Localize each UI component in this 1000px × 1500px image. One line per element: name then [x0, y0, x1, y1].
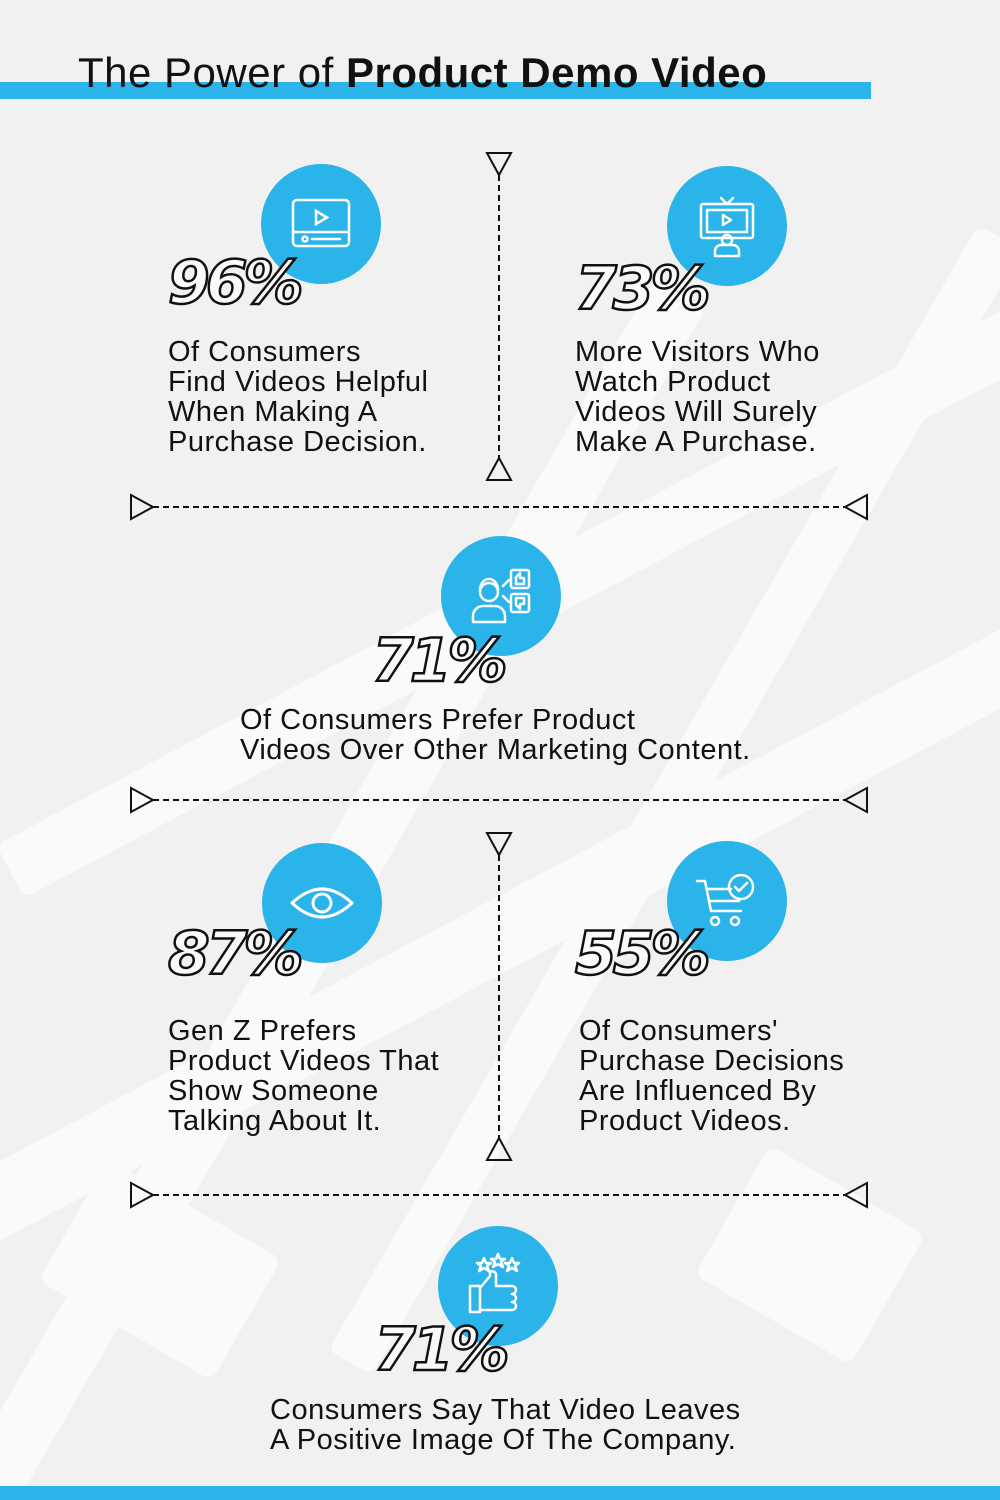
- stat-55-description: Of Consumers' Purchase Decisions Are Inf…: [579, 1016, 844, 1136]
- stat-71b-line: Consumers Say That Video Leaves: [270, 1394, 741, 1426]
- stat-96-line: Purchase Decision.: [168, 426, 427, 458]
- stat-73-line: Watch Product: [575, 366, 771, 398]
- stat-55-line: Product Videos.: [579, 1105, 791, 1137]
- stat-55-line: Are Influenced By: [579, 1075, 817, 1107]
- eye-icon: [262, 843, 382, 963]
- horizontal-divider-3: [130, 1181, 868, 1209]
- stat-71b-description: Consumers Say That Video Leaves A Positi…: [270, 1395, 741, 1455]
- page-title: The Power of Product Demo Video: [78, 48, 767, 98]
- horizontal-divider-2: [130, 786, 868, 814]
- stat-73-line: Make A Purchase.: [575, 426, 817, 458]
- stat-73-value: 73%: [574, 254, 712, 324]
- stat-87-line: Show Someone: [168, 1075, 379, 1107]
- stat-71-line: Videos Over Other Marketing Content.: [240, 734, 751, 766]
- stat-55-value: 55%: [574, 919, 712, 989]
- person-feedback-icon: [441, 536, 561, 656]
- thumbs-up-stars-icon: [438, 1226, 558, 1346]
- stat-55-line: Purchase Decisions: [579, 1045, 845, 1077]
- stat-87-line: Product Videos That: [168, 1045, 440, 1077]
- stat-87-value: 87%: [167, 919, 305, 989]
- stat-87-line: Talking About It.: [168, 1105, 382, 1137]
- stat-87-line: Gen Z Prefers: [168, 1015, 357, 1047]
- stat-96-line: When Making A: [168, 396, 378, 428]
- stat-71-value: 71%: [371, 626, 509, 696]
- title-bold: Product Demo Video: [345, 49, 768, 96]
- stat-96-description: Of Consumers Find Videos Helpful When Ma…: [168, 337, 428, 457]
- stat-73-line: Videos Will Surely: [575, 396, 818, 428]
- stat-71-line: Of Consumers Prefer Product: [240, 704, 636, 736]
- title-underline-bar: [0, 82, 871, 99]
- monitor-presenter-icon: [667, 166, 787, 286]
- stat-73-description: More Visitors Who Watch Product Videos W…: [575, 337, 820, 457]
- bottom-accent-bar: [0, 1486, 1000, 1500]
- vertical-divider-bottom: [485, 832, 513, 1161]
- stat-71b-line: A Positive Image Of The Company.: [270, 1424, 737, 1456]
- horizontal-divider-1: [130, 493, 868, 521]
- stat-87-description: Gen Z Prefers Product Videos That Show S…: [168, 1016, 439, 1136]
- cart-check-icon: [667, 841, 787, 961]
- vertical-divider-top: [485, 152, 513, 481]
- stat-55-line: Of Consumers': [579, 1015, 778, 1047]
- stat-71b-value: 71%: [373, 1315, 511, 1385]
- stat-96-value: 96%: [167, 248, 305, 318]
- video-player-icon: [261, 164, 381, 284]
- stat-96-line: Of Consumers: [168, 336, 361, 368]
- stat-96-line: Find Videos Helpful: [168, 366, 429, 398]
- title-prefix: The Power of: [78, 49, 334, 96]
- stat-71-description: Of Consumers Prefer Product Videos Over …: [240, 705, 751, 765]
- stat-73-line: More Visitors Who: [575, 336, 820, 368]
